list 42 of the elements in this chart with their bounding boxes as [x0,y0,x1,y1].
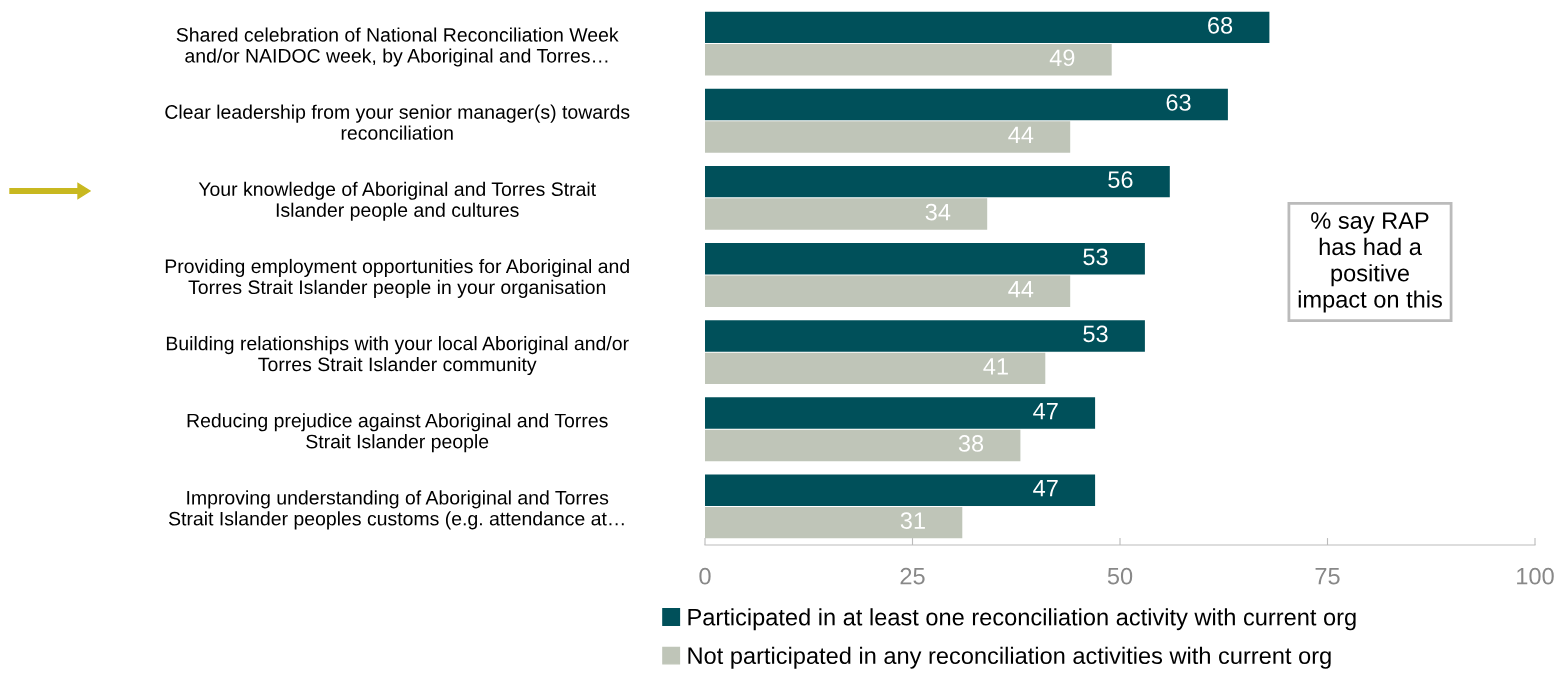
bar [705,320,1145,352]
bar [705,397,1096,429]
data-label: 47 [1033,480,1058,497]
bar [705,121,1071,153]
data-label: 34 [925,203,951,221]
data-label: 47 [1033,402,1058,420]
x-tick-label: 75 [1315,568,1340,585]
data-label: 41 [983,358,1008,375]
bar [705,11,1270,44]
data-label: 68 [1208,16,1233,34]
x-tick-label: 100 [1517,567,1554,585]
y-tick-label: Building relationships with your local Aboriginal and/or Torres Strait Islander community [166,336,629,376]
bar [705,243,1145,275]
bar [705,275,1071,307]
bar [705,198,988,230]
data-label: 63 [1166,94,1191,111]
y-tick-label: Clear leadership from your senior manager(s) towards reconciliation [165,104,630,140]
data-label: 38 [958,435,984,452]
x-tick-label: 25 [900,567,925,585]
x-tick-label: 50 [1107,567,1133,585]
data-label: 49 [1049,49,1075,67]
x-tick-label: 0 [699,567,711,585]
bar [705,429,1021,462]
bar [705,88,1228,121]
y-tick-label: Your knowledge of Aboriginal and Torres Strait Islander people and cultures [198,181,596,221]
data-label: 44 [1008,281,1034,298]
data-label: 44 [1008,126,1034,144]
data-label: 53 [1083,325,1108,343]
bar [705,474,1096,506]
data-label: 53 [1083,248,1108,266]
y-tick-label: Shared celebration of National Reconciliation Week and/or NAIDOC week, by Aboriginal and Torres… [176,27,619,67]
y-tick-label: Improving understanding of Aboriginal and Torres Strait Islander peoples customs (e.g. attendance at… [168,490,624,530]
data-label: 56 [1108,171,1133,188]
legend-label: Not participated in any reconciliation activities with current org [688,646,1331,669]
y-tick-label: Providing employment opportunities for Aboriginal and Torres Strait Islander people in your organisation [165,258,629,298]
y-tick-label: Reducing prejudice against Aboriginal and Torres Strait Islander people [187,413,608,453]
legend-label: Participated in at least one reconciliation activity with current org [688,608,1356,631]
annotation: % say RAP has had a positive impact on this [1298,212,1442,313]
bar [705,44,1112,76]
data-label: 31 [900,512,925,529]
bar [705,165,1170,198]
bar [705,352,1046,385]
